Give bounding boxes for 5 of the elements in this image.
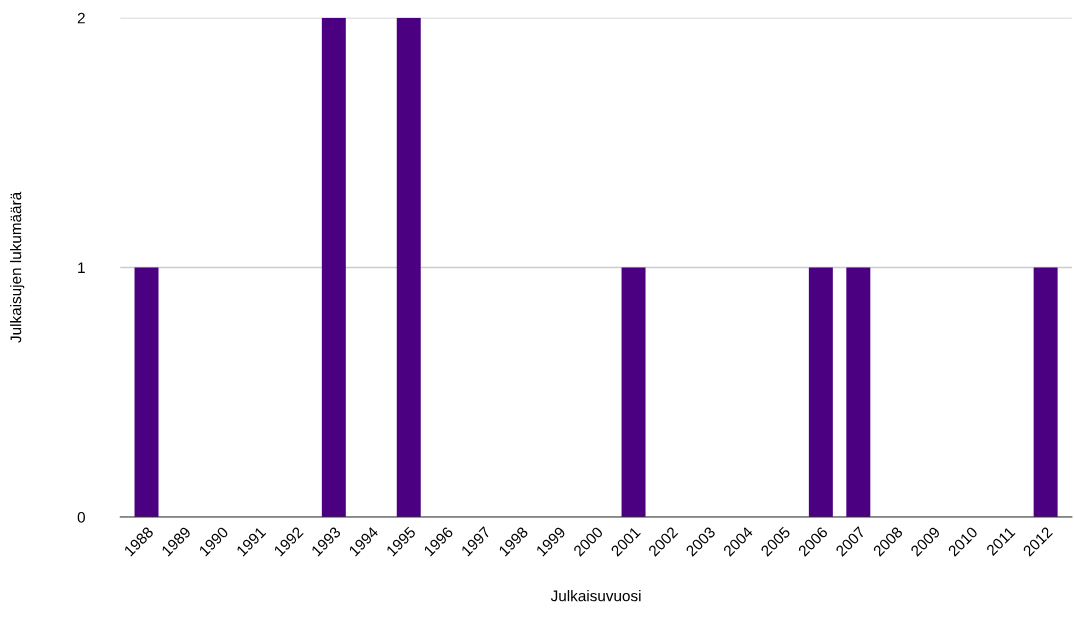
y-tick-label: 2 bbox=[77, 12, 85, 24]
y-axis-title: Julkaisujen lukumäärä bbox=[10, 191, 25, 343]
y-tick-label: 0 bbox=[77, 511, 85, 523]
y-tick-label: 1 bbox=[78, 262, 85, 273]
x-axis-title: Julkaisuvuosi bbox=[550, 590, 641, 602]
